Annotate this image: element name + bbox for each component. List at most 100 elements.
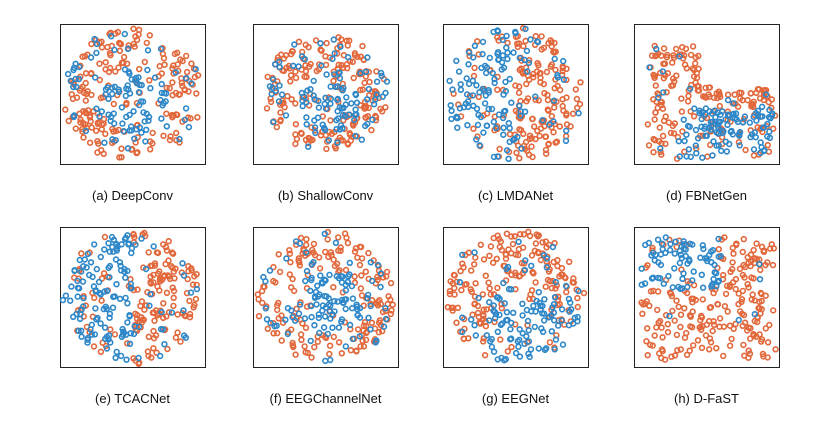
point-class-b — [126, 111, 133, 119]
point-class-b — [709, 152, 716, 159]
point-class-a — [130, 25, 137, 32]
point-class-b — [341, 296, 348, 303]
point-class-a — [515, 89, 523, 96]
point-class-b — [136, 81, 143, 89]
point-class-b — [105, 111, 112, 118]
point-class-a — [160, 132, 167, 140]
point-class-a — [673, 331, 681, 339]
point-class-b — [750, 146, 758, 153]
point-class-a — [468, 267, 475, 274]
point-class-b — [288, 307, 295, 314]
point-class-b — [505, 155, 512, 163]
point-class-a — [644, 262, 651, 269]
point-class-a — [709, 327, 716, 335]
point-class-a — [651, 74, 658, 82]
point-class-b — [308, 274, 315, 282]
point-class-a — [675, 303, 682, 310]
point-class-b — [515, 343, 522, 350]
point-class-b — [463, 91, 471, 98]
point-class-a — [471, 64, 478, 72]
point-class-a — [529, 153, 536, 161]
point-class-a — [728, 266, 736, 273]
point-class-b — [503, 32, 510, 40]
point-class-b — [464, 98, 472, 105]
point-class-a — [185, 268, 192, 275]
point-class-a — [102, 59, 109, 66]
point-class-a — [651, 116, 658, 123]
point-class-a — [362, 114, 369, 121]
point-class-a — [287, 72, 295, 79]
point-class-a — [90, 343, 98, 350]
point-class-b — [724, 96, 732, 104]
point-class-b — [550, 118, 557, 125]
point-class-b — [267, 319, 274, 327]
point-class-b — [550, 97, 558, 104]
point-class-a — [280, 67, 288, 75]
point-class-a — [168, 263, 175, 270]
point-class-a — [757, 266, 764, 274]
point-class-b — [485, 89, 492, 96]
point-class-b — [714, 123, 722, 131]
point-class-a — [650, 149, 657, 156]
point-class-a — [491, 318, 498, 326]
point-class-b — [510, 49, 517, 56]
point-class-a — [736, 265, 744, 272]
point-class-a — [150, 271, 157, 279]
point-class-a — [521, 145, 529, 153]
point-class-a — [552, 66, 559, 74]
point-class-b — [76, 315, 84, 322]
point-class-a — [535, 97, 542, 104]
point-class-b — [454, 114, 461, 122]
point-class-a — [323, 145, 330, 153]
point-class-b — [93, 49, 100, 57]
point-class-b — [459, 251, 466, 259]
point-class-b — [296, 240, 304, 247]
point-class-a — [705, 84, 713, 91]
point-class-b — [140, 109, 147, 116]
point-class-b — [683, 153, 690, 160]
point-class-b — [370, 100, 378, 108]
point-class-a — [172, 89, 180, 97]
point-class-a — [154, 249, 162, 257]
point-class-a — [528, 252, 536, 259]
point-class-a — [173, 137, 180, 144]
point-class-b — [76, 63, 83, 71]
point-class-a — [750, 152, 758, 159]
point-class-b — [71, 267, 78, 274]
point-class-a — [281, 103, 288, 111]
point-class-b — [131, 135, 138, 142]
point-class-a — [742, 146, 749, 154]
point-class-a — [160, 314, 167, 321]
point-class-b — [562, 137, 570, 145]
point-class-a — [522, 138, 530, 146]
point-class-b — [649, 274, 657, 281]
point-class-b — [373, 337, 380, 344]
point-class-b — [732, 110, 740, 117]
point-class-a — [451, 284, 458, 292]
point-class-a — [683, 351, 691, 358]
point-class-b — [268, 90, 275, 98]
point-class-b — [180, 272, 188, 279]
point-class-b — [105, 240, 112, 247]
point-class-a — [358, 255, 366, 262]
point-class-a — [104, 43, 111, 51]
point-class-b — [676, 259, 684, 267]
point-class-b — [521, 108, 529, 115]
point-class-a — [349, 58, 356, 65]
point-class-b — [130, 108, 137, 115]
point-class-a — [716, 315, 724, 322]
point-class-a — [123, 60, 131, 67]
point-class-b — [106, 248, 114, 255]
point-class-b — [516, 353, 524, 360]
point-class-b — [92, 305, 99, 312]
point-class-b — [500, 279, 507, 287]
point-class-b — [728, 127, 735, 135]
point-class-a — [387, 310, 394, 318]
point-class-a — [302, 324, 310, 331]
point-class-a — [543, 68, 551, 76]
point-class-b — [672, 238, 679, 245]
panel-caption: (e) TCACNet — [95, 391, 170, 406]
point-class-b — [641, 280, 649, 287]
point-class-a — [729, 244, 736, 252]
point-class-a — [179, 82, 186, 90]
